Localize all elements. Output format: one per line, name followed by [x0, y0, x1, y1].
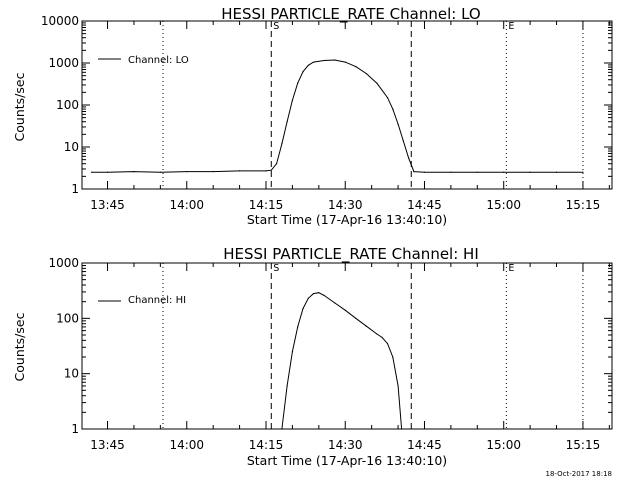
y-axis-label: Counts/sec	[12, 312, 27, 381]
data-point	[386, 342, 389, 345]
data-point	[291, 351, 294, 353]
data-point	[133, 170, 135, 173]
marker-label: S	[273, 263, 279, 274]
data-point	[402, 140, 404, 142]
data-point	[423, 171, 426, 173]
data-point	[238, 170, 241, 172]
x-tick-label: 13:45	[90, 198, 125, 212]
data-point	[413, 170, 415, 173]
data-point	[376, 333, 378, 335]
data-point	[392, 108, 394, 110]
data-point	[159, 171, 161, 173]
data-point	[307, 64, 309, 66]
data-point	[355, 317, 357, 319]
plot-frame	[81, 262, 613, 430]
y-tick-label: 10	[64, 140, 79, 154]
data-point	[529, 171, 531, 173]
legend-label: Channel: LO	[128, 55, 189, 66]
legend-label: Channel: HI	[128, 295, 186, 306]
series-line	[281, 292, 403, 430]
plot-timestamp: 18-Oct-2017 18:18	[546, 470, 612, 478]
data-point	[381, 336, 383, 339]
data-point	[302, 71, 304, 73]
data-point	[334, 59, 336, 61]
data-point	[286, 121, 288, 123]
x-tick-label: 14:15	[249, 438, 284, 452]
x-axis-label: Start Time (17-Apr-16 13:40:10)	[247, 453, 447, 468]
data-point	[297, 82, 299, 84]
data-point	[344, 309, 346, 311]
data-point	[397, 123, 399, 125]
marker-label: E	[508, 21, 514, 32]
data-point	[376, 82, 378, 84]
data-point	[275, 163, 278, 165]
data-point	[503, 171, 505, 173]
data-point	[307, 297, 309, 299]
data-point	[312, 292, 315, 295]
data-point	[344, 61, 346, 63]
x-tick-label: 14:00	[169, 198, 204, 212]
data-point	[297, 326, 299, 328]
data-point	[555, 171, 558, 173]
marker-label: S	[273, 21, 279, 32]
data-point	[392, 356, 394, 358]
data-point	[400, 428, 403, 430]
x-tick-label: 14:45	[407, 198, 442, 212]
data-point	[450, 171, 452, 173]
data-point	[286, 385, 288, 387]
data-point	[91, 171, 93, 173]
x-tick-label: 15:15	[566, 438, 601, 452]
data-point	[476, 171, 478, 173]
x-tick-label: 15:00	[486, 438, 521, 452]
data-point	[281, 143, 283, 145]
data-point	[312, 61, 315, 63]
data-point	[212, 170, 214, 173]
data-point	[265, 170, 267, 172]
data-point	[582, 171, 584, 173]
x-tick-label: 15:15	[566, 198, 601, 212]
y-tick-label: 10000	[41, 14, 79, 28]
data-point	[318, 292, 320, 294]
x-axis-label: Start Time (17-Apr-16 13:40:10)	[247, 212, 447, 227]
y-tick-label: 100	[56, 311, 79, 325]
data-point	[334, 302, 336, 304]
data-point	[365, 325, 367, 327]
data-point	[281, 428, 283, 430]
x-tick-label: 15:00	[486, 198, 521, 212]
panel-hi: HESSI PARTICLE_RATE Channel: HI Counts/s…	[12, 245, 613, 468]
y-axis-label: Counts/sec	[12, 72, 27, 141]
panel-lo: HESSI PARTICLE_RATE Channel: LO Counts/s…	[12, 5, 613, 227]
series-line	[91, 59, 583, 173]
y-tick-label: 1000	[48, 56, 79, 70]
x-tick-label: 14:15	[249, 198, 284, 212]
x-tick-label: 14:00	[169, 438, 204, 452]
data-point	[270, 169, 272, 171]
data-point	[323, 294, 325, 296]
y-tick-label: 1	[71, 182, 79, 196]
chart-title: HESSI PARTICLE_RATE Channel: LO	[221, 5, 480, 24]
data-point	[106, 171, 109, 173]
data-point	[355, 66, 357, 68]
data-point	[408, 157, 410, 159]
x-tick-label: 14:30	[328, 198, 363, 212]
data-point	[386, 97, 389, 99]
x-tick-label: 14:45	[407, 438, 442, 452]
y-tick-label: 100	[56, 98, 79, 112]
plot-frame	[81, 20, 613, 190]
y-tick-label: 1	[71, 422, 79, 436]
marker-label: E	[508, 263, 514, 274]
data-point	[302, 307, 304, 310]
x-tick-label: 13:45	[90, 438, 125, 452]
data-point	[365, 72, 367, 75]
x-tick-label: 14:30	[328, 438, 363, 452]
data-point	[186, 170, 188, 173]
data-point	[291, 99, 294, 101]
chart-title: HESSI PARTICLE_RATE Channel: HI	[223, 245, 479, 264]
data-point	[397, 385, 399, 387]
y-tick-label: 10	[64, 367, 79, 381]
data-point	[323, 59, 325, 62]
y-tick-label: 1000	[48, 256, 79, 270]
